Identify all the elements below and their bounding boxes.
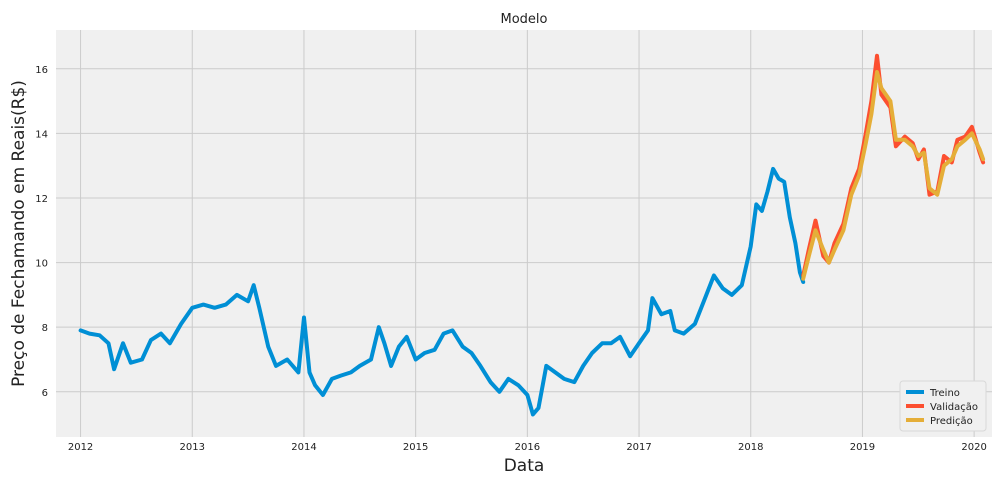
- y-tick-label-10: 10: [35, 259, 48, 270]
- chart-title: Modelo: [501, 12, 548, 27]
- legend-label-treino: Treino: [929, 388, 960, 399]
- y-tick-label-6: 6: [42, 388, 48, 399]
- x-tick-label-2013: 2013: [180, 442, 205, 453]
- legend-label-validacao: Validação: [930, 402, 978, 413]
- x-tick-label-2015: 2015: [403, 442, 428, 453]
- plot-area: [56, 30, 992, 437]
- y-tick-label-12: 12: [35, 194, 48, 205]
- y-tick-label-14: 14: [35, 129, 48, 140]
- series-lines: [78, 53, 986, 417]
- series-line-treino: [78, 166, 806, 417]
- y-axis-title: Preço de Fechamando em Reais(R$): [9, 80, 29, 387]
- x-tick-label-2020: 2020: [961, 442, 986, 453]
- x-tick-label-2014: 2014: [291, 442, 316, 453]
- x-tick-label-2017: 2017: [626, 442, 651, 453]
- y-tick-label-8: 8: [42, 323, 48, 334]
- x-tick-label-2012: 2012: [68, 442, 93, 453]
- x-axis-title: Data: [504, 456, 545, 476]
- x-tick-label-2018: 2018: [738, 442, 763, 453]
- y-tick-label-16: 16: [35, 65, 48, 76]
- x-tick-label-2016: 2016: [515, 442, 540, 453]
- legend: Treino Validação Predição: [899, 380, 987, 432]
- tick-labels: 2012 2013 2014 2015 2016 2017 2018 2019 2020 6 8 10…: [35, 65, 987, 453]
- legend-label-predicao: Predição: [930, 416, 973, 427]
- series-line-predicao: [801, 70, 986, 281]
- x-tick-label-2019: 2019: [850, 442, 875, 453]
